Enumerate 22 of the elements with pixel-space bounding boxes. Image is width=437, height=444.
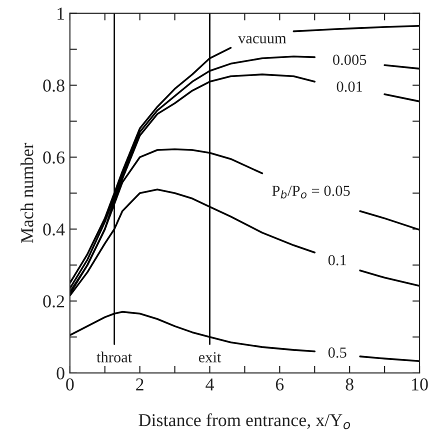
x-tick-label: 8	[346, 378, 354, 391]
y-tick-label: 0.6	[43, 151, 65, 164]
series-label: 0.01	[336, 81, 362, 92]
x-tick-label: 0	[66, 378, 74, 391]
y-tick-label: 0.4	[43, 223, 65, 236]
x-tick-label: 2	[136, 378, 144, 390]
y-tick-label: 0.8	[43, 80, 64, 92]
series-label: vacuum	[238, 36, 286, 44]
y-tick-label: 1	[58, 8, 64, 20]
x-tick-label: 6	[276, 378, 284, 391]
x-tick-label: 10	[412, 378, 428, 391]
series-label: 0.005	[332, 54, 366, 66]
y-tick-label: 0.2	[43, 295, 64, 308]
ref-line-label: throat	[96, 352, 132, 362]
series-label: 0.5	[328, 347, 346, 358]
y-axis-title: Mach number	[20, 142, 34, 244]
y-tick-label: 0	[56, 367, 64, 380]
series-label: 0.1	[328, 254, 346, 266]
series-label: P$_{b}$/P$_{o}$ = 0.05	[272, 186, 350, 198]
x-tick-label: 4	[206, 378, 214, 390]
ref-line-label: exit	[198, 352, 222, 362]
x-axis-title: Distance from entrance, x/Y$_{o}$	[138, 413, 350, 430]
